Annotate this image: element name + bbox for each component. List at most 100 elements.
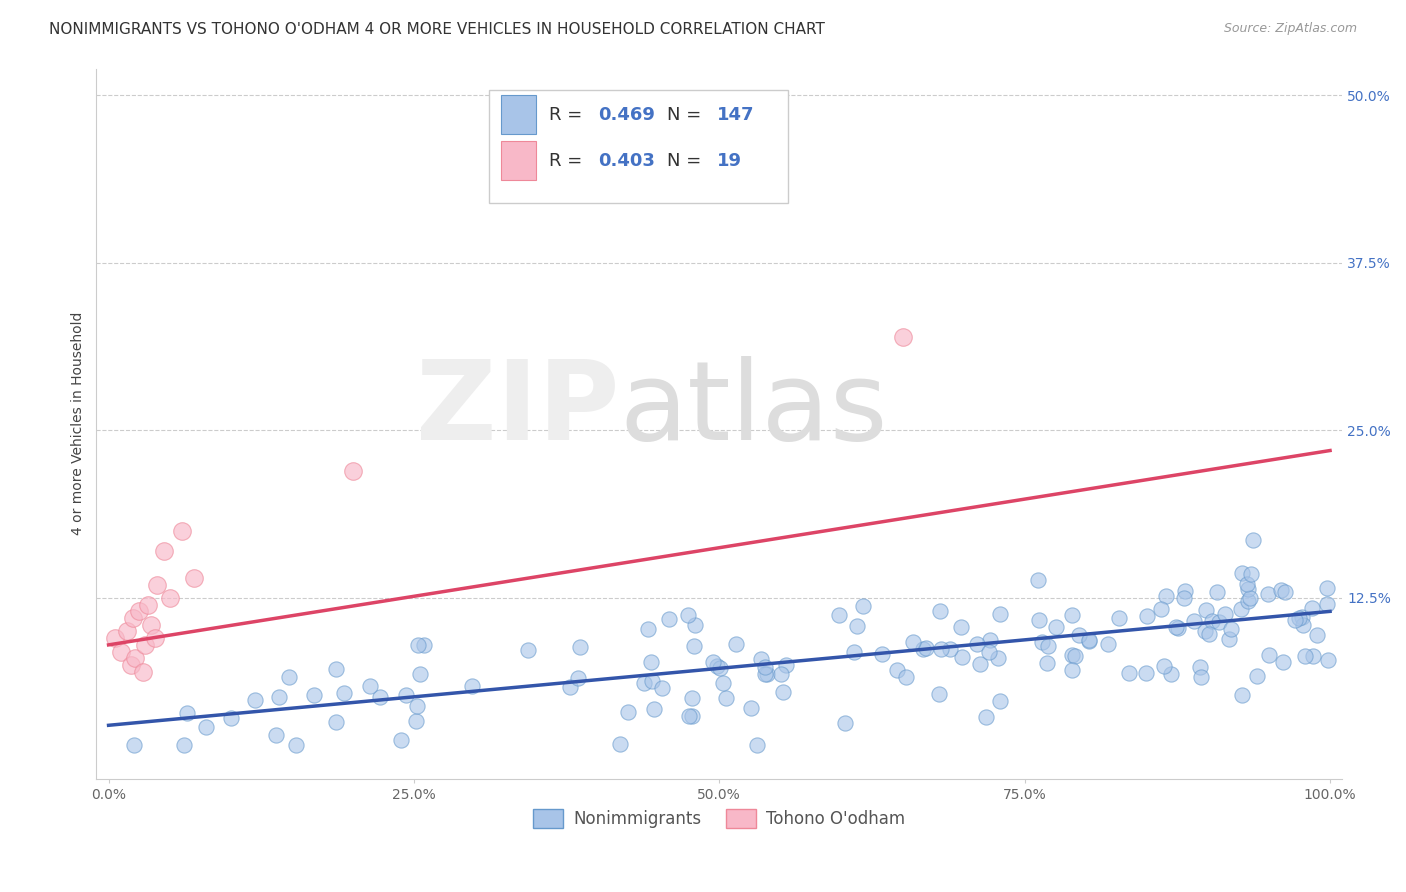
Point [359, 679, 381, 693]
Point [152, 544, 174, 558]
Point [1118, 665, 1140, 680]
Point [756, 667, 779, 681]
Point [870, 647, 893, 661]
Point [979, 633, 1001, 648]
Point [1060, 663, 1083, 677]
Point [1150, 601, 1173, 615]
Point [1239, 591, 1261, 605]
Point [706, 658, 728, 673]
Point [406, 699, 429, 714]
Point [643, 702, 665, 716]
Point [979, 645, 1001, 659]
Point [1036, 657, 1059, 671]
Point [966, 637, 988, 651]
Point [845, 618, 868, 632]
Point [702, 656, 724, 670]
Point [1026, 574, 1049, 588]
Point [711, 676, 734, 690]
Point [395, 689, 418, 703]
Point [1241, 533, 1264, 547]
Point [285, 739, 308, 753]
Point [828, 607, 851, 622]
Text: ZIP: ZIP [416, 356, 620, 463]
Point [1166, 620, 1188, 634]
Text: 0.469: 0.469 [599, 105, 655, 124]
Legend: Nonimmigrants, Tohono O'odham: Nonimmigrants, Tohono O'odham [526, 802, 912, 835]
Point [1189, 670, 1212, 684]
Point [1160, 666, 1182, 681]
Point [834, 716, 856, 731]
Point [724, 637, 747, 651]
Point [120, 658, 142, 673]
Point [1173, 591, 1195, 605]
FancyBboxPatch shape [489, 90, 787, 203]
Point [640, 655, 662, 669]
Point [842, 645, 865, 659]
Point [1136, 608, 1159, 623]
Point [104, 631, 127, 645]
Point [409, 666, 432, 681]
Point [1154, 589, 1177, 603]
Point [1078, 633, 1101, 648]
Point [1208, 615, 1230, 629]
Text: 0.403: 0.403 [599, 152, 655, 169]
Point [1288, 611, 1310, 625]
Point [678, 709, 700, 723]
Point [891, 329, 914, 343]
Point [1257, 587, 1279, 601]
Point [1135, 665, 1157, 680]
Point [683, 618, 706, 632]
Text: N =: N = [666, 105, 707, 124]
Point [770, 666, 793, 681]
Point [173, 738, 195, 752]
Point [325, 715, 347, 730]
Point [915, 640, 938, 655]
Point [1206, 585, 1229, 599]
Point [1219, 623, 1241, 637]
Point [1316, 653, 1339, 667]
Point [1194, 624, 1216, 638]
Point [976, 710, 998, 724]
Point [1230, 601, 1253, 615]
Point [1270, 582, 1292, 597]
Point [754, 667, 776, 681]
Point [676, 608, 699, 623]
Point [122, 739, 145, 753]
Point [122, 611, 145, 625]
Point [709, 661, 731, 675]
Point [405, 714, 427, 728]
Point [1189, 659, 1212, 673]
Point [569, 640, 592, 654]
Point [1236, 577, 1258, 591]
Point [617, 705, 640, 719]
Point [141, 617, 163, 632]
Point [1316, 597, 1339, 611]
Point [124, 651, 146, 665]
Point [637, 623, 659, 637]
Point [194, 720, 217, 734]
Point [1195, 603, 1218, 617]
Point [267, 690, 290, 704]
Point [988, 607, 1011, 621]
Point [1306, 628, 1329, 642]
Point [1060, 608, 1083, 623]
Point [1182, 615, 1205, 629]
FancyBboxPatch shape [502, 141, 536, 180]
Point [931, 642, 953, 657]
Point [1295, 649, 1317, 664]
Point [969, 657, 991, 671]
Point [641, 673, 664, 688]
Point [146, 577, 169, 591]
Text: R =: R = [548, 152, 588, 169]
Point [368, 690, 391, 704]
Point [1153, 659, 1175, 673]
Point [264, 728, 287, 742]
Point [1063, 649, 1085, 664]
Point [245, 693, 267, 707]
Point [176, 706, 198, 720]
Point [1258, 648, 1281, 663]
Point [1069, 628, 1091, 642]
Point [325, 662, 347, 676]
Point [461, 679, 484, 693]
Point [1218, 632, 1240, 647]
